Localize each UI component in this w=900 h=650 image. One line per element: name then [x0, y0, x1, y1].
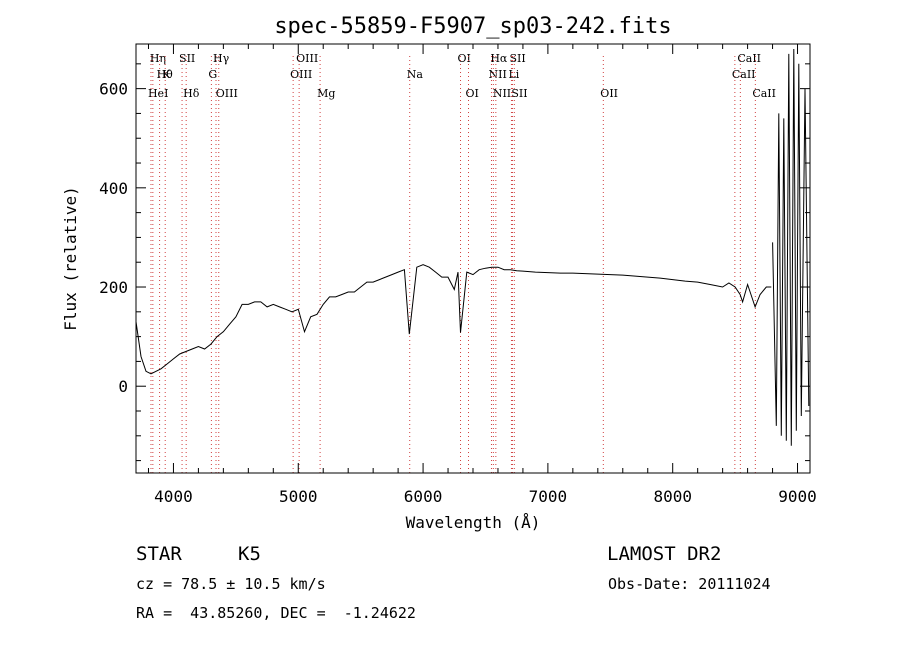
line-marker-label: Hη — [150, 52, 166, 65]
line-marker-label: Hγ — [213, 52, 230, 65]
line-marker-label: Na — [407, 68, 424, 81]
survey-name: LAMOST DR2 — [607, 543, 722, 565]
x-tick-label: 8000 — [653, 487, 692, 506]
line-marker-label: OIII — [216, 87, 238, 100]
object-subclass: K5 — [238, 543, 261, 565]
line-marker-label: CaII — [732, 68, 756, 81]
line-marker-label: Hα — [490, 52, 508, 65]
line-marker-label: Li — [508, 68, 519, 81]
line-marker-label: HeI — [148, 87, 168, 100]
spectrum-series — [136, 264, 772, 375]
y-tick-label: 200 — [99, 278, 128, 297]
line-marker-label: K — [162, 68, 171, 81]
x-tick-label: 7000 — [529, 487, 568, 506]
y-tick-label: 0 — [118, 377, 128, 396]
line-marker-label: SII — [509, 52, 525, 65]
x-tick-label: 4000 — [154, 487, 193, 506]
line-marker-label: SII — [511, 87, 527, 100]
line-marker-label: G — [208, 68, 217, 81]
x-axis-label: Wavelength (Å) — [406, 513, 541, 532]
line-marker-label: Mg — [317, 87, 335, 100]
line-marker-label: Hδ — [183, 87, 200, 100]
line-marker-label: CaII — [752, 87, 776, 100]
y-tick-label: 400 — [99, 179, 128, 198]
y-tick-label: 600 — [99, 80, 128, 99]
x-tick-label: 5000 — [279, 487, 318, 506]
coordinates-readout: RA = 43.85260, DEC = -1.24622 — [136, 604, 416, 622]
line-marker-label: OIII — [290, 68, 312, 81]
y-axis-label: Flux (relative) — [61, 186, 80, 331]
obs-date: Obs-Date: 20111024 — [608, 575, 771, 593]
redshift-readout: cz = 78.5 ± 10.5 km/s — [136, 575, 326, 593]
object-class: STAR — [136, 543, 182, 565]
line-marker-label: NII — [493, 87, 511, 100]
line-marker-label: OI — [458, 52, 471, 65]
line-marker-label: OI — [466, 87, 479, 100]
line-marker-label: SII — [179, 52, 195, 65]
line-marker-label: OIII — [296, 52, 318, 65]
spectrum-noise-tail — [772, 48, 810, 446]
plot-frame — [135, 43, 811, 474]
line-marker-label: Hθ — [157, 68, 174, 81]
x-tick-label: 6000 — [404, 487, 443, 506]
line-marker-label: OII — [600, 87, 618, 100]
line-marker-label: CaII — [737, 52, 761, 65]
chart-title: spec-55859-F5907_sp03-242.fits — [274, 14, 671, 39]
line-marker-label: NII — [488, 68, 506, 81]
x-tick-label: 9000 — [778, 487, 817, 506]
